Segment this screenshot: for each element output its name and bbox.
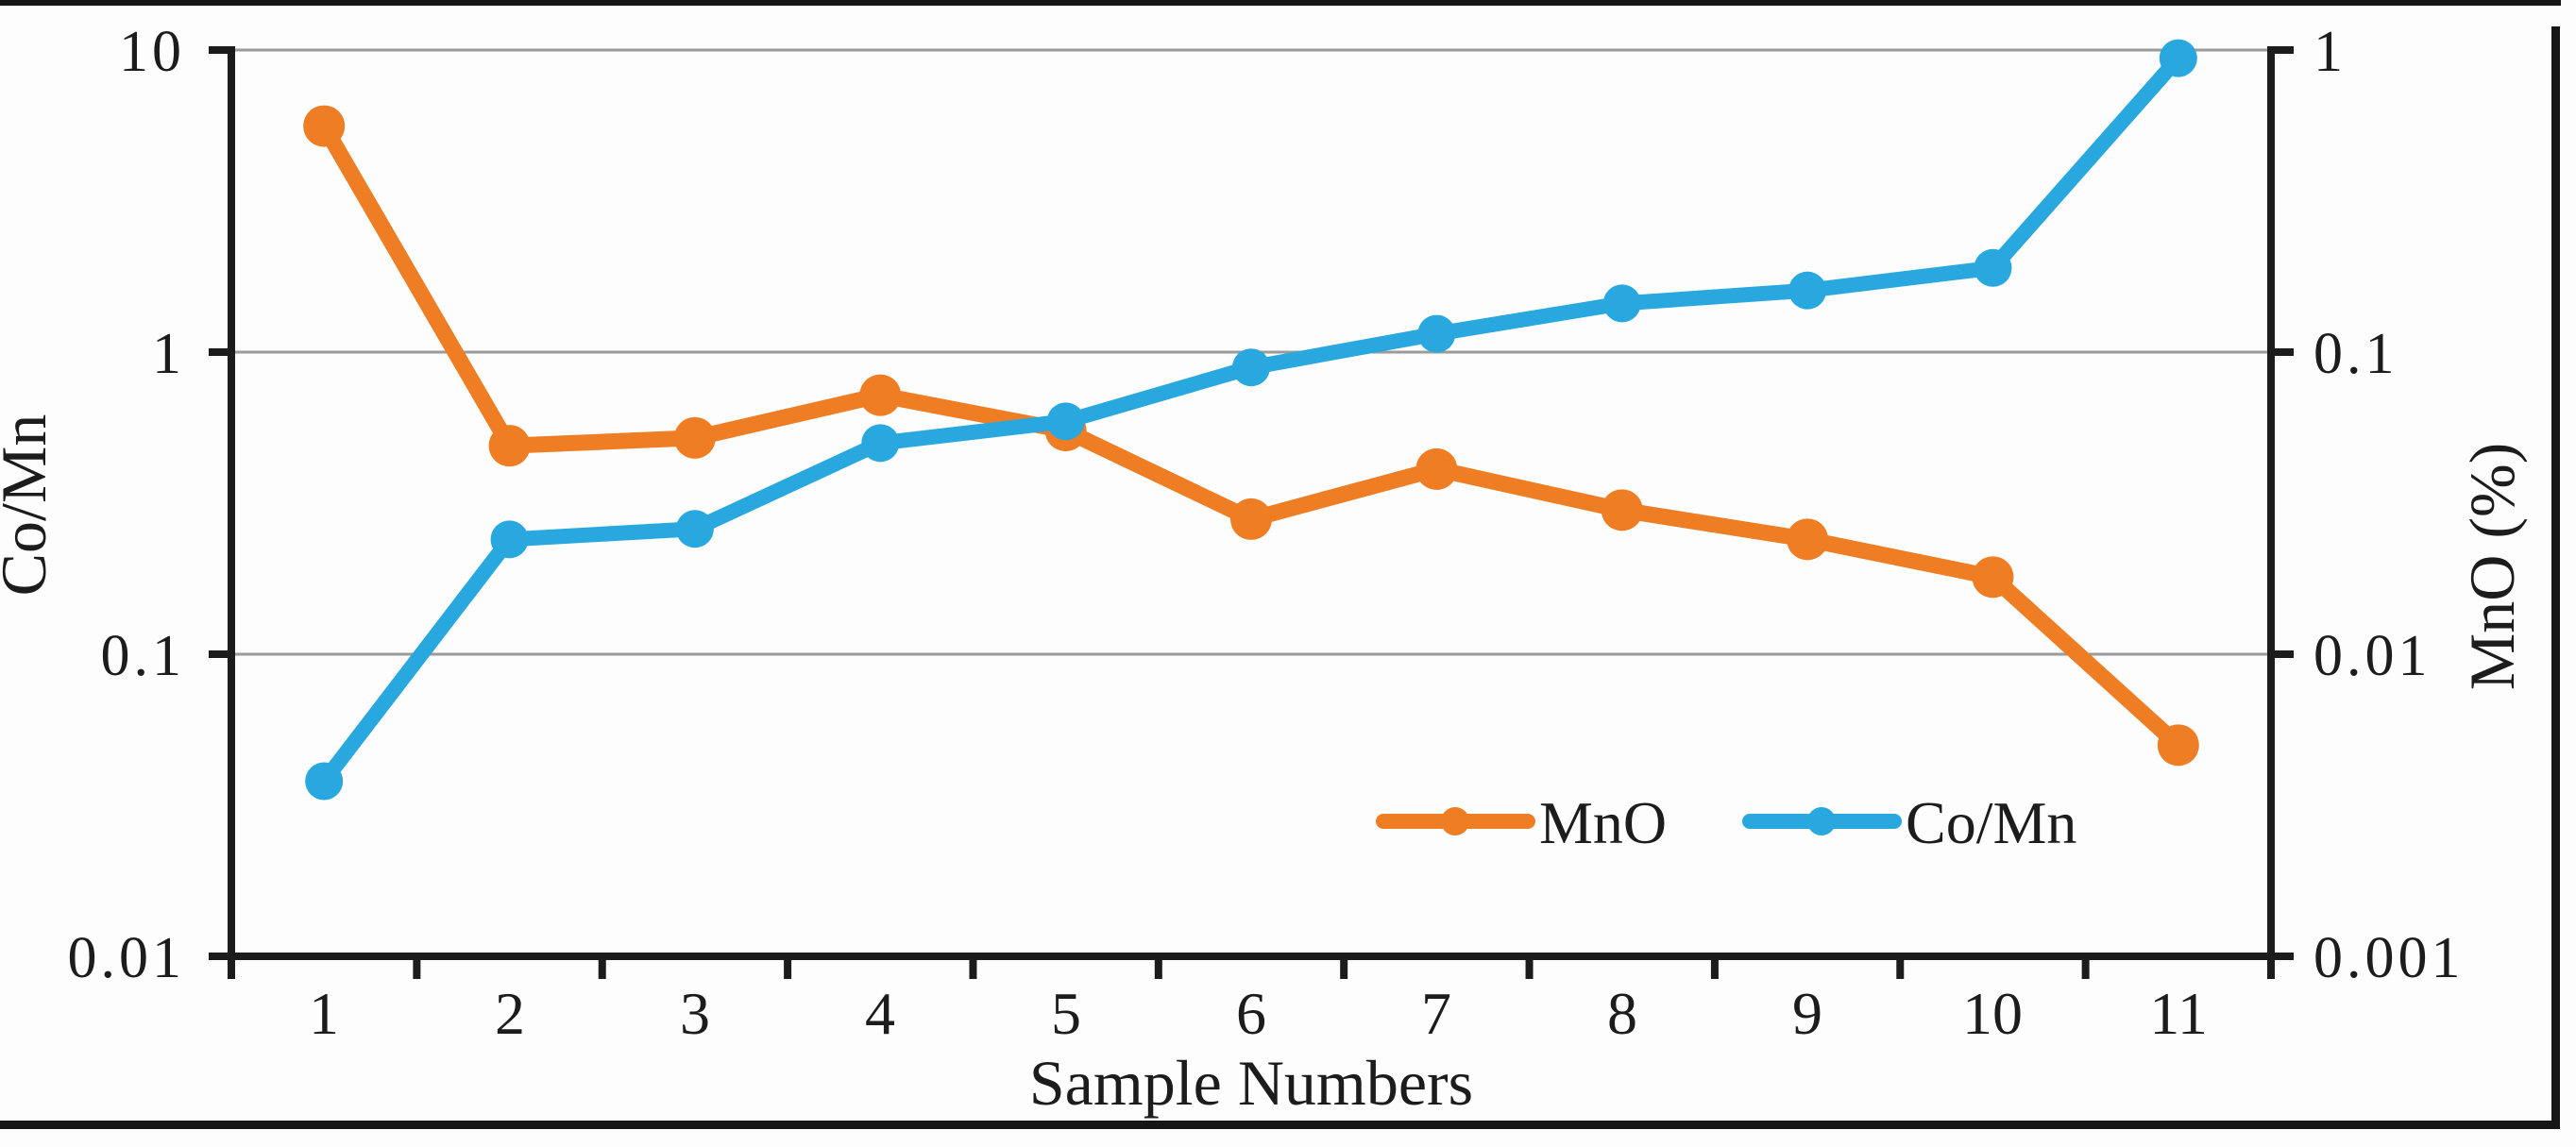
MnO-line bbox=[315, 118, 2187, 753]
x-tick-4: 4 bbox=[865, 980, 895, 1047]
x-tick-1: 1 bbox=[309, 980, 339, 1047]
x-tick-9: 9 bbox=[1792, 980, 1822, 1047]
mno-legend-marker bbox=[1441, 807, 1469, 835]
axis-ticks bbox=[209, 46, 2294, 979]
left-tick-1: 1 bbox=[152, 322, 185, 386]
MnO-point-3 bbox=[673, 416, 716, 459]
MnO-point-7 bbox=[1415, 447, 1458, 490]
right-tick-1: 1 bbox=[2313, 20, 2347, 84]
figure-top-border bbox=[0, 0, 2561, 6]
right-axis-title: MnO (%) bbox=[2456, 443, 2528, 691]
MnO-point-4 bbox=[859, 374, 902, 416]
left-axis-tick-labels: 10 1 0.1 0.01 bbox=[68, 20, 186, 990]
x-tick-3: 3 bbox=[680, 980, 710, 1047]
right-axis-tick-labels: 1 0.1 0.01 0.001 bbox=[2313, 20, 2465, 990]
x-tick-11: 11 bbox=[2149, 980, 2208, 1047]
x-tick-6: 6 bbox=[1236, 980, 1266, 1047]
MnO-point-1 bbox=[303, 105, 346, 147]
left-tick-10: 10 bbox=[119, 20, 185, 84]
x-tick-8: 8 bbox=[1607, 980, 1637, 1047]
MnO-point-10 bbox=[1972, 556, 2014, 599]
Co/Mn-point-7 bbox=[1417, 314, 1456, 353]
MnO-point-8 bbox=[1601, 489, 1643, 531]
Co/Mn-point-1 bbox=[305, 762, 344, 801]
left-axis-title: Co/Mn bbox=[0, 414, 59, 597]
left-tick-0-1: 0.1 bbox=[101, 624, 186, 688]
Co/Mn-point-11 bbox=[2159, 39, 2197, 77]
x-axis-tick-labels: 1 2 3 4 5 6 7 8 9 10 11 bbox=[309, 980, 2208, 1047]
Co/Mn-point-10 bbox=[1974, 248, 2012, 287]
Co/Mn-point-5 bbox=[1046, 402, 1085, 441]
mno-legend-label: MnO bbox=[1539, 789, 1667, 856]
Co/Mn-point-4 bbox=[861, 424, 900, 463]
MnO-point-2 bbox=[488, 425, 531, 467]
right-tick-0-01: 0.01 bbox=[2313, 624, 2432, 688]
figure-bottom-border bbox=[0, 1121, 2560, 1129]
Co/Mn-point-8 bbox=[1602, 284, 1641, 323]
legend-item-mno: MnO bbox=[1376, 789, 1667, 856]
x-tick-7: 7 bbox=[1421, 980, 1451, 1047]
x-tick-10: 10 bbox=[1962, 980, 2023, 1047]
co-mn-legend-label: Co/Mn bbox=[1906, 789, 2076, 856]
axes bbox=[228, 46, 2275, 960]
Co/Mn-point-6 bbox=[1232, 348, 1270, 387]
Co/Mn-point-2 bbox=[490, 520, 529, 559]
right-tick-0-001: 0.001 bbox=[2313, 926, 2465, 990]
x-tick-5: 5 bbox=[1051, 980, 1081, 1047]
figure-right-border bbox=[2551, 26, 2560, 1129]
data-series bbox=[303, 39, 2199, 801]
Co/Mn-line bbox=[316, 50, 2186, 789]
legend: MnO Co/Mn bbox=[1376, 789, 2076, 856]
Co/Mn-point-3 bbox=[675, 510, 714, 548]
MnO-point-11 bbox=[2157, 724, 2199, 767]
x-tick-2: 2 bbox=[495, 980, 525, 1047]
MnO-point-9 bbox=[1787, 518, 1829, 561]
x-axis-title: Sample Numbers bbox=[1029, 1047, 1473, 1119]
left-tick-0-01: 0.01 bbox=[68, 926, 186, 990]
MnO-point-6 bbox=[1230, 498, 1272, 540]
co-mn-legend-marker bbox=[1807, 807, 1836, 835]
Co/Mn-point-9 bbox=[1788, 271, 1827, 310]
right-tick-0-1: 0.1 bbox=[2313, 322, 2398, 386]
legend-item-co-mn: Co/Mn bbox=[1742, 789, 2076, 856]
